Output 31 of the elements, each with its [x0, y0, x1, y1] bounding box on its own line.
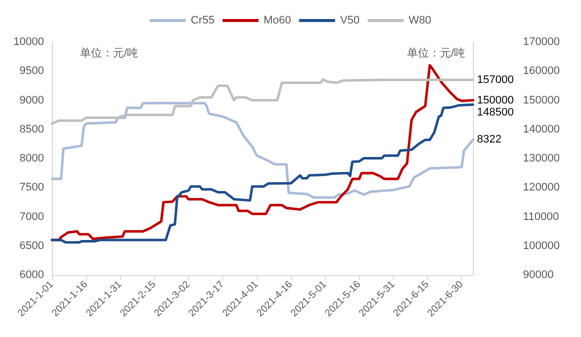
y-tick-label: 6500: [20, 240, 44, 252]
y2-tick-label: 140000: [523, 123, 560, 136]
legend-label: W80: [408, 14, 432, 26]
line-series: [50, 103, 474, 244]
legend-label: V50: [340, 14, 360, 26]
line-series: [50, 102, 474, 199]
legend-label: Mo60: [264, 14, 292, 26]
y2-tick-label: 120000: [523, 182, 560, 194]
y-tick-label: 9500: [20, 65, 44, 78]
y2-axis-title: 单位：元/吨: [406, 46, 466, 60]
y-tick-label: 9000: [20, 94, 44, 106]
y2-tick-label: 130000: [523, 152, 560, 164]
data-label: 148500: [477, 106, 514, 118]
y-tick-label: 10000: [13, 36, 44, 48]
y2-tick-label: 110000: [523, 210, 559, 223]
y2-tick-label: 160000: [523, 65, 560, 78]
y2-tick-label: 170000: [523, 36, 560, 48]
y-tick-label: 8500: [20, 123, 44, 136]
y2-tick-label: 100000: [523, 240, 560, 252]
y2-tick-label: 150000: [523, 94, 560, 106]
y2-tick-label: 90000: [523, 269, 554, 281]
legend-label: Cr55: [190, 14, 215, 26]
y-tick-label: 7500: [20, 182, 44, 194]
data-label: 8322: [477, 134, 502, 146]
data-label: 150000: [477, 94, 514, 106]
y-tick-label: 6000: [20, 269, 44, 281]
y-tick-label: 8000: [20, 152, 44, 164]
data-label: 157000: [477, 74, 514, 86]
line-series: [50, 78, 474, 125]
y-axis-title: 单位：元/吨: [80, 46, 138, 60]
y-tick-label: 7000: [20, 210, 44, 223]
